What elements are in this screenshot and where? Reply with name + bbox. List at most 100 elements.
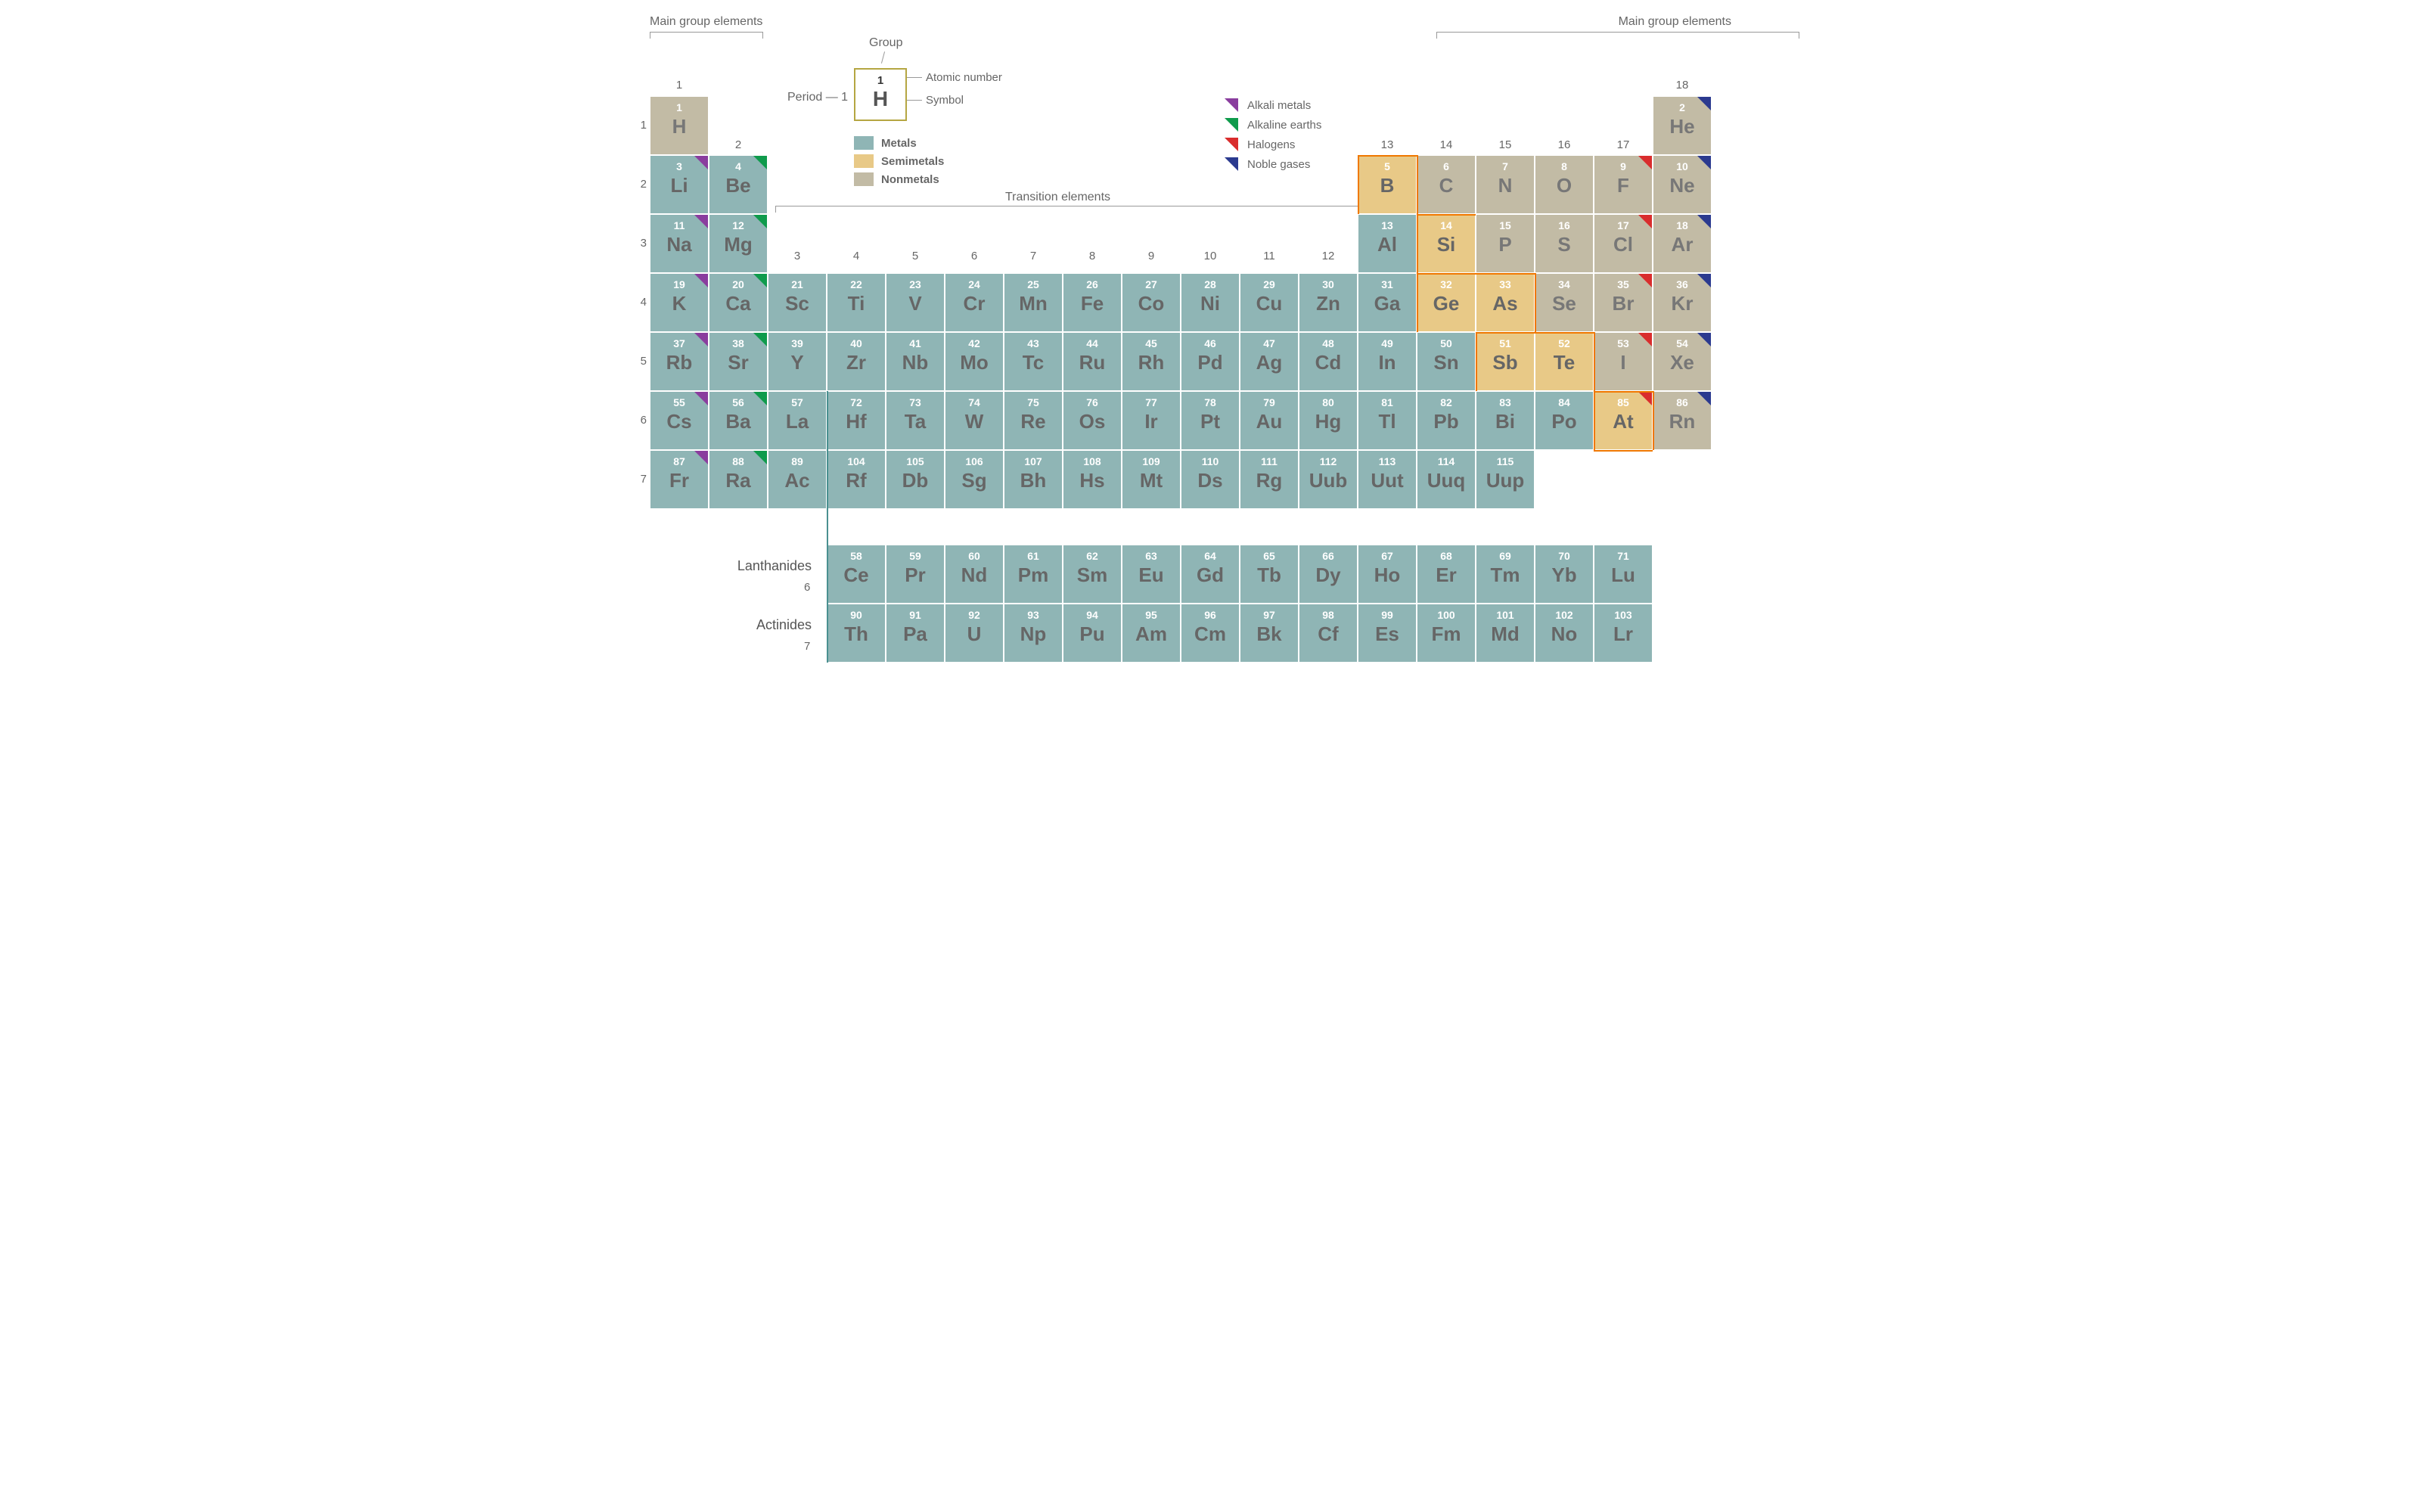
element-cell-re: 75Re [1004, 391, 1063, 450]
element-cell-ga: 31Ga [1358, 273, 1417, 332]
element-symbol: Ne [1653, 174, 1711, 197]
element-symbol: Ag [1240, 351, 1298, 374]
element-symbol: Au [1240, 410, 1298, 433]
element-symbol: Ce [827, 564, 885, 587]
element-cell-s: 16S [1535, 214, 1594, 273]
atomic-number: 27 [1122, 278, 1180, 290]
atomic-number: 93 [1004, 609, 1062, 621]
group-number: 1 [650, 79, 709, 92]
atomic-number: 111 [1240, 455, 1298, 467]
period-number: 2 [633, 178, 647, 191]
element-cell-ba: 56Ba [709, 391, 768, 450]
element-symbol: Sr [709, 351, 767, 374]
atomic-number: 45 [1122, 337, 1180, 349]
atomic-number: 31 [1358, 278, 1416, 290]
group-number: 5 [886, 250, 945, 262]
element-symbol: Sm [1063, 564, 1121, 587]
atomic-number: 59 [886, 550, 944, 562]
element-symbol: Mn [1004, 292, 1062, 315]
main-group-label-right: Main group elements [1619, 15, 1731, 29]
element-cell-u: 92U [945, 604, 1004, 663]
element-symbol: Cd [1299, 351, 1357, 374]
atomic-number: 39 [768, 337, 826, 349]
element-cell-se: 34Se [1535, 273, 1594, 332]
main-group-label-left: Main group elements [650, 15, 762, 29]
atomic-number: 99 [1358, 609, 1416, 621]
element-symbol: Cu [1240, 292, 1298, 315]
element-symbol: He [1653, 115, 1711, 138]
element-symbol: Nb [886, 351, 944, 374]
element-symbol: C [1417, 174, 1475, 197]
element-cell-zr: 40Zr [827, 332, 886, 391]
atomic-number: 70 [1535, 550, 1593, 562]
element-cell-b: 5B [1358, 155, 1417, 214]
f-block-connector-line [827, 391, 828, 663]
atomic-number: 95 [1122, 609, 1180, 621]
family-triangle-icon [753, 215, 767, 228]
element-cell-ru: 44Ru [1063, 332, 1122, 391]
element-symbol: Lr [1594, 622, 1652, 646]
element-symbol: Yb [1535, 564, 1593, 587]
element-cell-sm: 62 Sm [1063, 545, 1122, 604]
element-symbol: Si [1417, 233, 1475, 256]
element-symbol: Dy [1299, 564, 1357, 587]
atomic-number: 62 [1063, 550, 1121, 562]
element-cell-ce: 58Ce [827, 545, 886, 604]
group-number: 6 [945, 250, 1004, 262]
atomic-number: 57 [768, 396, 826, 408]
atomic-number: 113 [1358, 455, 1416, 467]
element-symbol: Tc [1004, 351, 1062, 374]
element-symbol: Uub [1299, 469, 1357, 492]
element-symbol: Ar [1653, 233, 1711, 256]
element-cell-k: 19K [650, 273, 709, 332]
atomic-number: 98 [1299, 609, 1357, 621]
group-number: 13 [1358, 138, 1417, 151]
atomic-number: 46 [1181, 337, 1239, 349]
atomic-number: 48 [1299, 337, 1357, 349]
element-symbol: Sb [1476, 351, 1534, 374]
series-label: Actinides [698, 617, 812, 633]
element-cell-hf: 72Hf [827, 391, 886, 450]
element-symbol: Kr [1653, 292, 1711, 315]
element-symbol: Ta [886, 410, 944, 433]
element-symbol: Md [1476, 622, 1534, 646]
atomic-number: 109 [1122, 455, 1180, 467]
element-symbol: Ac [768, 469, 826, 492]
element-cell-at: 85At [1594, 391, 1653, 450]
element-symbol: Sn [1417, 351, 1475, 374]
atomic-number: 6 [1417, 160, 1475, 172]
element-symbol: Fr [650, 469, 708, 492]
atomic-number: 105 [886, 455, 944, 467]
group-number: 14 [1417, 138, 1476, 151]
element-cell-ra: 88Ra [709, 450, 768, 509]
atomic-number: 16 [1535, 219, 1593, 231]
element-symbol: Ge [1417, 292, 1475, 315]
element-cell-cr: 24Cr [945, 273, 1004, 332]
element-cell-in: 49In [1358, 332, 1417, 391]
family-triangle-icon [1638, 274, 1652, 287]
element-cell-no: 102No [1535, 604, 1594, 663]
element-symbol: As [1476, 292, 1534, 315]
atomic-number: 66 [1299, 550, 1357, 562]
series-period-number: 6 [804, 581, 810, 594]
staircase-bottom [1594, 450, 1653, 452]
atomic-number: 104 [827, 455, 885, 467]
element-symbol: Re [1004, 410, 1062, 433]
atomic-number: 73 [886, 396, 944, 408]
atomic-number: 96 [1181, 609, 1239, 621]
element-symbol: Te [1535, 351, 1593, 374]
element-cell-au: 79Au [1240, 391, 1299, 450]
element-cell-fr: 87Fr [650, 450, 709, 509]
atomic-number: 15 [1476, 219, 1534, 231]
element-cell-si: 14Si [1417, 214, 1476, 273]
element-symbol: Br [1594, 292, 1652, 315]
atomic-number: 94 [1063, 609, 1121, 621]
element-symbol: Os [1063, 410, 1121, 433]
element-symbol: Mo [945, 351, 1003, 374]
atomic-number: 28 [1181, 278, 1239, 290]
element-cell-fe: 26Fe [1063, 273, 1122, 332]
element-cell-uup: 115Uup [1476, 450, 1535, 509]
atomic-number: 71 [1594, 550, 1652, 562]
family-triangle-icon [694, 333, 708, 346]
element-cell-uut: 113Uut [1358, 450, 1417, 509]
